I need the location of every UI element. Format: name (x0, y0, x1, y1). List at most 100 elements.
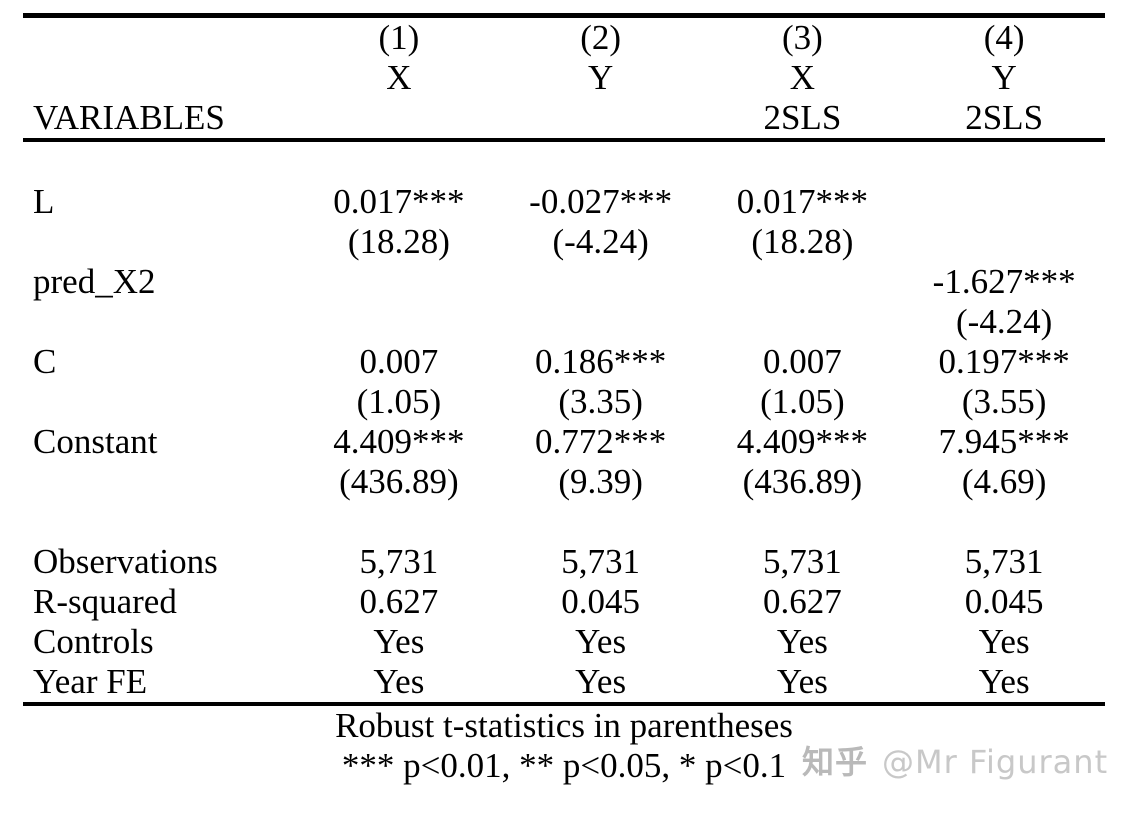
table-row: (18.28) (-4.24) (18.28) (23, 222, 1105, 262)
row-label-cell: Constant (33, 422, 158, 461)
row-label-cell (23, 462, 298, 502)
value-cell: 5,731 (763, 542, 842, 581)
value-cell: Yes (776, 622, 828, 661)
value-cell (298, 142, 500, 182)
value-cell (702, 302, 904, 342)
row-label-cell (23, 302, 298, 342)
value-cell (500, 302, 702, 342)
value-cell (500, 502, 702, 542)
value-cell: (1) (378, 18, 420, 57)
value-cell: 2SLS (763, 98, 842, 137)
note-tstatistics: Robust t-statistics in parentheses (335, 706, 793, 745)
table-row: (1.05) (3.35) (1.05) (3.55) (23, 382, 1105, 422)
table-row (23, 502, 1105, 542)
value-cell: Yes (373, 622, 425, 661)
value-cell: 0.045 (561, 582, 640, 621)
row-label-cell (23, 142, 298, 182)
value-cell: (-4.24) (552, 222, 649, 261)
value-cell: 4.409*** (736, 422, 868, 461)
value-cell (903, 182, 1105, 222)
value-cell: (3) (781, 18, 823, 57)
value-cell (903, 222, 1105, 262)
value-cell: 0.186*** (535, 342, 667, 381)
value-cell: 5,731 (561, 542, 640, 581)
row-label-cell: Controls (33, 622, 154, 661)
value-cell: (436.89) (339, 462, 459, 501)
table-header-rule (23, 138, 1105, 142)
table-row: VARIABLES 2SLS 2SLS (23, 98, 1105, 138)
row-label-cell (23, 222, 298, 262)
table-row: (436.89) (9.39) (436.89) (4.69) (23, 462, 1105, 502)
regression-table: (1) (2) (3) (4) X Y X Y VARIABLES 2SLS 2SLS L 0.017… (23, 13, 1105, 786)
value-cell (903, 142, 1105, 182)
value-cell: (2) (580, 18, 622, 57)
row-label-cell (23, 18, 298, 58)
value-cell: (18.28) (347, 222, 450, 261)
row-label-cell (23, 502, 298, 542)
value-cell (298, 98, 500, 138)
table-row: pred_X2 -1.627*** (23, 262, 1105, 302)
value-cell: Y (991, 58, 1017, 97)
value-cell (298, 502, 500, 542)
value-cell (903, 502, 1105, 542)
row-label-cell: C (33, 342, 57, 381)
table-row: R-squared 0.627 0.045 0.627 0.045 (23, 582, 1105, 622)
value-cell (298, 302, 500, 342)
value-cell: (4) (983, 18, 1025, 57)
zhihu-logo-text: 知乎 (802, 743, 869, 781)
row-label-cell: pred_X2 (33, 262, 156, 301)
value-cell: 0.045 (964, 582, 1044, 621)
value-cell: 2SLS (965, 98, 1044, 137)
value-cell: 0.007 (359, 342, 439, 381)
table-row: Observations 5,731 5,731 5,731 5,731 (23, 542, 1105, 582)
table-body: L 0.017*** -0.027*** 0.017*** (18.28) (-4.24)… (23, 142, 1105, 702)
value-cell: (4.69) (961, 462, 1047, 501)
row-label-cell: L (33, 182, 55, 221)
table-row: (1) (2) (3) (4) (23, 18, 1105, 58)
table-top-rule (23, 13, 1105, 18)
table-header: (1) (2) (3) (4) X Y X Y VARIABLES 2SLS 2SLS (23, 18, 1105, 138)
value-cell: 0.772*** (535, 422, 667, 461)
table-row: Controls Yes Yes Yes Yes (23, 622, 1105, 662)
value-cell (702, 142, 904, 182)
value-cell: Yes (575, 662, 627, 701)
table-row: (-4.24) (23, 302, 1105, 342)
value-cell: X (386, 58, 412, 97)
value-cell: (1.05) (356, 382, 442, 421)
table-row (23, 142, 1105, 182)
value-cell: 0.197*** (938, 342, 1070, 381)
value-cell (500, 262, 702, 302)
value-cell: 5,731 (359, 542, 439, 581)
value-cell: (1.05) (760, 382, 845, 421)
zhihu-watermark: 知乎 @Mr Figurant (802, 742, 1108, 782)
value-cell (500, 98, 702, 138)
value-cell: 0.627 (763, 582, 842, 621)
value-cell: 5,731 (964, 542, 1044, 581)
row-label-cell (23, 58, 298, 98)
value-cell (500, 142, 702, 182)
row-label-cell: R-squared (33, 582, 177, 621)
value-cell: 0.017*** (736, 182, 868, 221)
value-cell: Yes (978, 622, 1030, 661)
value-cell: (-4.24) (956, 302, 1053, 341)
row-label-cell: VARIABLES (33, 98, 225, 137)
value-cell: -1.627*** (932, 262, 1076, 301)
row-label-cell: Year FE (33, 662, 148, 701)
value-cell: (3.55) (961, 382, 1047, 421)
value-cell: Yes (978, 662, 1030, 701)
value-cell: 7.945*** (938, 422, 1070, 461)
row-label-cell: Observations (33, 542, 218, 581)
table-row: Year FE Yes Yes Yes Yes (23, 662, 1105, 702)
watermark-author-handle: @Mr Figurant (882, 743, 1109, 781)
value-cell: (9.39) (558, 462, 643, 501)
row-label-cell (23, 382, 298, 422)
value-cell (298, 262, 500, 302)
value-cell: 0.627 (359, 582, 439, 621)
table-row: L 0.017*** -0.027*** 0.017*** (23, 182, 1105, 222)
value-cell: (18.28) (751, 222, 854, 261)
value-cell: 0.007 (763, 342, 842, 381)
table-row: Constant 4.409*** 0.772*** 4.409*** 7.945*** (23, 422, 1105, 462)
value-cell: Yes (776, 662, 828, 701)
